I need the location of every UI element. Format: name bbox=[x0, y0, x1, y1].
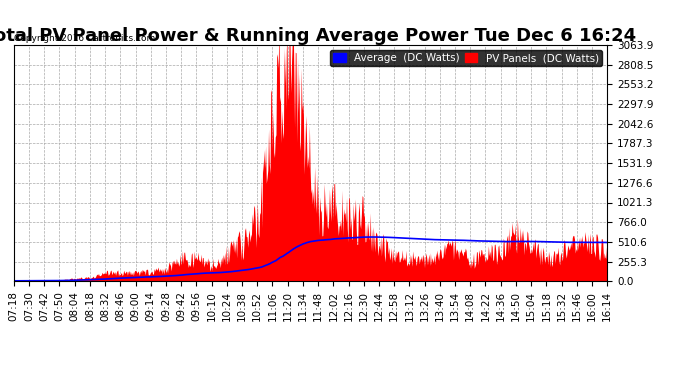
Text: Copyright 2016 Cartronics.com: Copyright 2016 Cartronics.com bbox=[14, 34, 155, 43]
Title: Total PV Panel Power & Running Average Power Tue Dec 6 16:24: Total PV Panel Power & Running Average P… bbox=[0, 27, 637, 45]
Legend: Average  (DC Watts), PV Panels  (DC Watts): Average (DC Watts), PV Panels (DC Watts) bbox=[330, 50, 602, 66]
